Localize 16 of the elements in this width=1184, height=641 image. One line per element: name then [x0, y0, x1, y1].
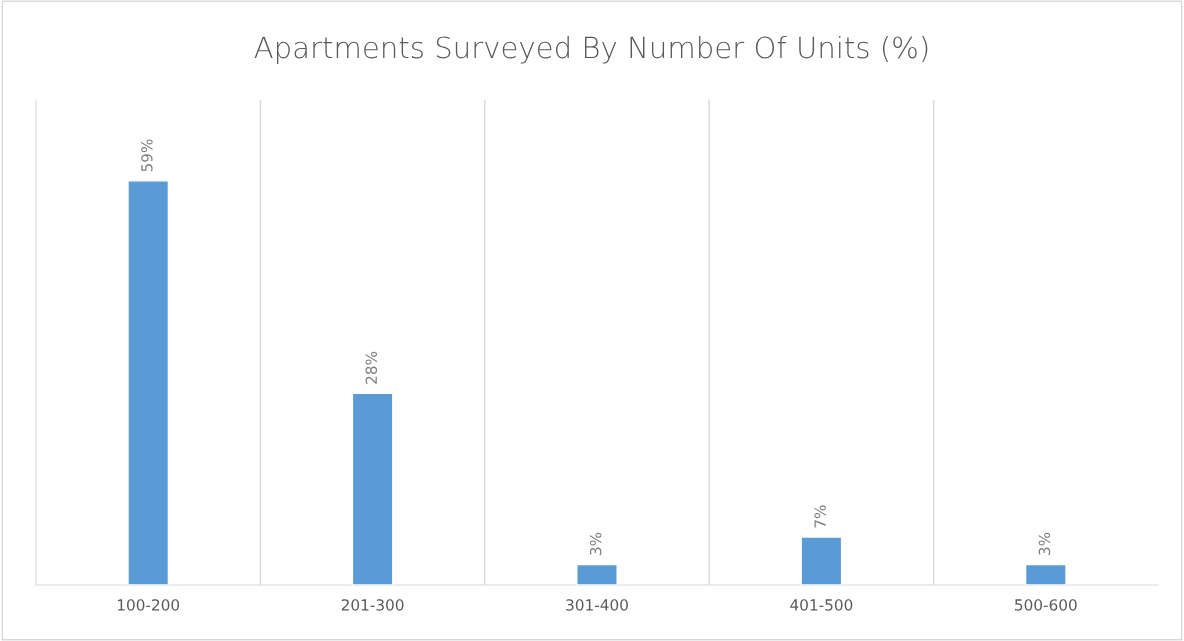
bar	[576, 563, 618, 585]
data-label: 3%	[1038, 532, 1051, 555]
data-label: 28%	[365, 351, 378, 384]
x-tick-label: 301-400	[566, 599, 628, 611]
x-tick-label: 500-600	[1015, 599, 1077, 611]
data-label: 3%	[589, 532, 602, 555]
chart-title: Apartments Surveyed By Number Of Units (%)	[254, 35, 928, 65]
x-tick-label: 100-200	[117, 599, 180, 611]
data-label: 7%	[814, 505, 826, 528]
bar	[351, 392, 394, 585]
x-tick-label: 201-300	[341, 599, 404, 611]
data-label: 59%	[141, 139, 153, 172]
bar	[127, 180, 170, 585]
x-tick-label: 401-500	[790, 599, 853, 611]
bar	[1024, 563, 1067, 585]
bar	[800, 536, 843, 585]
